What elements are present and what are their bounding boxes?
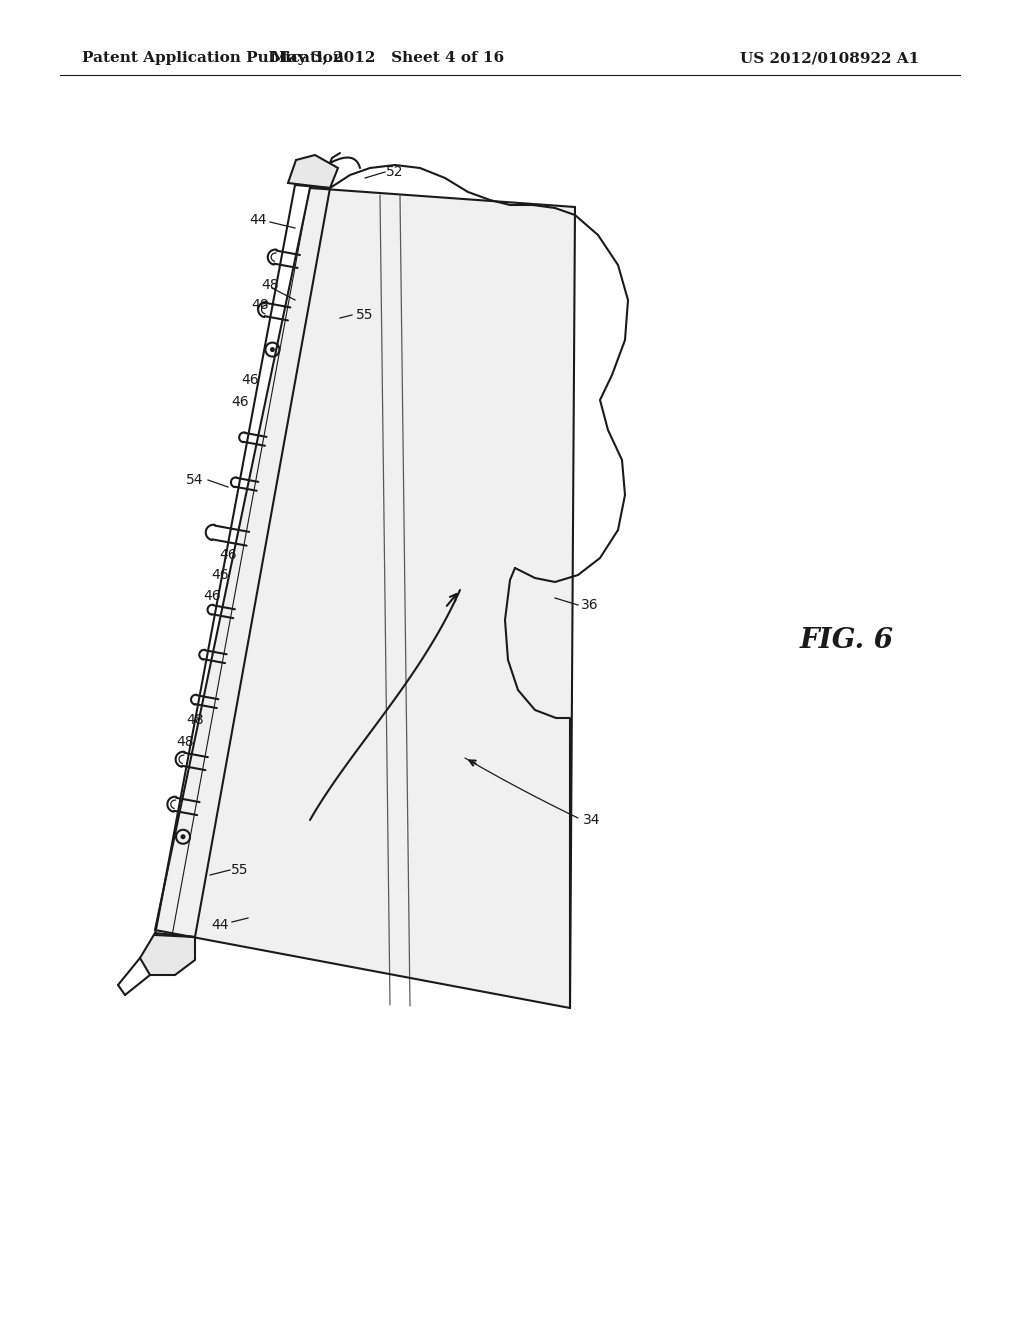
Text: 36: 36	[582, 598, 599, 612]
Text: 46: 46	[242, 374, 259, 387]
Polygon shape	[140, 933, 195, 975]
Text: FIG. 6: FIG. 6	[800, 627, 894, 653]
Text: 46: 46	[219, 548, 237, 562]
Polygon shape	[155, 187, 575, 1008]
Circle shape	[270, 347, 274, 352]
Text: 48: 48	[251, 298, 269, 312]
Text: Patent Application Publication: Patent Application Publication	[82, 51, 344, 65]
Text: 55: 55	[231, 863, 249, 876]
Text: 46: 46	[211, 568, 228, 582]
Text: 52: 52	[386, 165, 403, 180]
Text: 44: 44	[249, 213, 266, 227]
Text: 44: 44	[211, 917, 228, 932]
Text: 54: 54	[186, 473, 204, 487]
Text: 48: 48	[261, 279, 279, 292]
Text: 34: 34	[584, 813, 601, 828]
Circle shape	[180, 834, 185, 840]
Text: US 2012/0108922 A1: US 2012/0108922 A1	[740, 51, 920, 65]
Text: 48: 48	[176, 735, 194, 748]
Text: 46: 46	[203, 589, 221, 603]
Text: 46: 46	[231, 395, 249, 409]
Polygon shape	[288, 154, 338, 187]
Text: May 3, 2012   Sheet 4 of 16: May 3, 2012 Sheet 4 of 16	[271, 51, 505, 65]
Text: 48: 48	[186, 713, 204, 727]
Text: 55: 55	[356, 308, 374, 322]
